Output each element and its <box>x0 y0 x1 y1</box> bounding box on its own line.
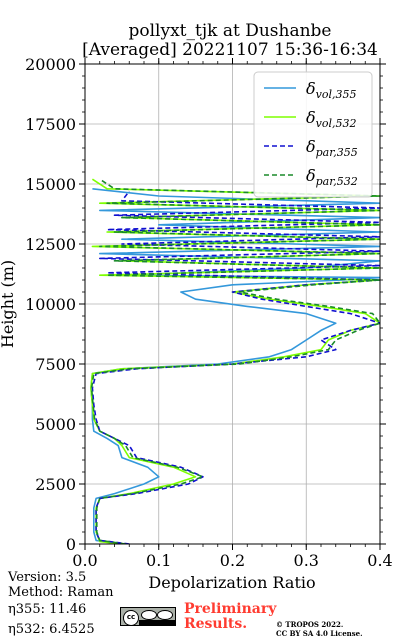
eta355-text: η355: 11.46 <box>8 602 87 617</box>
series-line-1 <box>90 188 380 544</box>
preliminary-notice: Preliminary Results. <box>184 602 276 632</box>
y-tick-label: 5000 <box>35 415 76 434</box>
chart-title-line2: [Averaged] 20221107 15:36-16:34 <box>82 40 378 60</box>
badge-strip <box>139 620 175 626</box>
y-tick-label: 20000 <box>25 55 76 74</box>
y-tick-label: 10000 <box>25 295 76 314</box>
y-tick-label: 17500 <box>25 115 76 134</box>
y-tick-label: 15000 <box>25 175 76 194</box>
cc-icon: cc <box>123 610 139 626</box>
legend-subscript: vol,532 <box>316 117 357 130</box>
copyright-line2: CC BY SA 4.0 License. <box>276 629 363 638</box>
legend-subscript: par,355 <box>316 146 358 159</box>
sa-icon <box>157 610 173 620</box>
legend-symbol: δ <box>306 166 316 185</box>
x-axis-label: Depolarization Ratio <box>148 573 315 592</box>
series-line-4 <box>90 178 380 544</box>
chart-title-line1: pollyxt_tjk at Dushanbe <box>128 21 332 41</box>
y-tick-label: 7500 <box>35 355 76 374</box>
by-icon <box>141 610 157 620</box>
legend-symbol: δ <box>306 137 316 156</box>
series-layer <box>90 178 380 544</box>
x-tick-labels: 0.0 0.1 0.2 0.3 0.4 <box>72 551 392 570</box>
y-tick-label: 12500 <box>25 235 76 254</box>
version-text: Version: 3.5 <box>8 570 87 585</box>
preliminary-line2: Results. <box>184 616 248 632</box>
preliminary-line1: Preliminary <box>184 601 277 617</box>
legend-symbol: δ <box>306 108 316 127</box>
legend-subscript: vol,355 <box>316 88 357 101</box>
x-tick-label: 0.3 <box>294 551 319 570</box>
cc-license-badge: cc <box>120 607 176 626</box>
x-tick-label: 0.2 <box>220 551 245 570</box>
series-line-2 <box>90 178 380 544</box>
x-tick-label: 0.4 <box>367 551 392 570</box>
legend-subscript: par,532 <box>316 175 358 188</box>
copyright-line1: © TROPOS 2022. <box>276 620 344 629</box>
y-tick-labels: 0 2500 5000 7500 10000 12500 15000 17500 20000 <box>25 55 76 554</box>
y-tick-label: 2500 <box>35 475 76 494</box>
legend-label-3: δpar,355 <box>306 137 358 159</box>
x-tick-label: 0.0 <box>72 551 97 570</box>
legend-label-2: δvol,532 <box>306 108 357 130</box>
y-axis-label: Height (m) <box>0 260 17 348</box>
legend-label-1: δvol,355 <box>306 79 357 101</box>
method-text: Method: Raman <box>8 585 114 600</box>
eta532-text: η532: 6.4525 <box>8 622 95 637</box>
legend-symbol: δ <box>306 79 316 98</box>
axis-ticks <box>79 58 386 550</box>
y-tick-label: 0 <box>66 535 76 554</box>
x-tick-label: 0.1 <box>146 551 171 570</box>
legend-box <box>253 71 373 198</box>
legend-label-4: δpar,532 <box>306 166 358 188</box>
